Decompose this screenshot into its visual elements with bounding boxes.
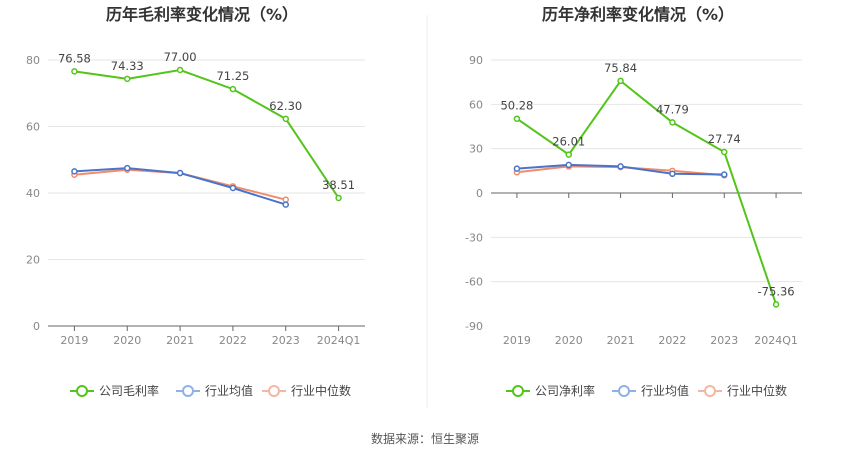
net-margin-industry-avg-point — [721, 171, 728, 178]
net-margin-chart-title: 历年净利率变化情况（%） — [542, 5, 734, 24]
net-margin-company-point — [617, 77, 624, 85]
net-margin-industry-avg-point — [513, 165, 521, 172]
gross-margin-industry-avg-point — [229, 184, 237, 192]
gross-margin-company-line — [74, 68, 340, 199]
gross-margin-data-label: 71.25 — [216, 69, 249, 83]
net-margin-x-tick-label: 2021 — [607, 334, 635, 347]
net-margin-legend-industry-avg-swatch-marker — [618, 385, 630, 397]
net-margin-company-point — [772, 301, 780, 308]
gross-margin-industry-avg-point — [176, 169, 184, 177]
gross-margin-company-point — [335, 194, 342, 202]
net-margin-data-label: 27.74 — [708, 132, 741, 146]
gross-margin-legend-industry-median-label: 行业中位数 — [291, 383, 351, 398]
gross-margin-x-tick-label: 2019 — [60, 334, 88, 347]
net-margin-y-tick-label: -60 — [465, 276, 483, 289]
net-margin-industry-avg-point — [565, 161, 572, 169]
net-margin-data-label: 26.01 — [552, 135, 585, 149]
net-margin-company-point — [669, 119, 676, 126]
net-margin-y-tick-label: 30 — [469, 143, 483, 156]
net-margin-x-tick-label: 2024Q1 — [754, 334, 798, 347]
gross-margin-industry-avg-point — [71, 168, 78, 175]
net-margin-industry-avg-point — [617, 163, 624, 170]
data-source-note: 数据来源：恒生聚源 — [371, 431, 479, 446]
net-margin-company-point — [721, 148, 728, 156]
gross-margin-x-tick-label: 2024Q1 — [317, 334, 361, 347]
gross-margin-x-tick-label: 2021 — [166, 334, 194, 347]
gross-margin-y-tick-label: 40 — [26, 187, 40, 200]
net-margin-company-point — [565, 151, 572, 158]
net-margin-data-label: 75.84 — [604, 61, 637, 75]
gross-margin-legend-company-swatch-marker — [76, 385, 88, 397]
gross-margin-data-label: 76.58 — [58, 51, 91, 65]
gross-margin-company-point — [124, 75, 131, 83]
gross-margin-x-tick-label: 2023 — [272, 334, 300, 347]
gross-margin-chart-title: 历年毛利率变化情况（%） — [106, 5, 298, 24]
net-margin-legend-industry-median-swatch-marker — [704, 385, 716, 397]
net-margin-legend: 公司净利率 行业均值 行业中位数 — [506, 383, 787, 398]
gross-margin-data-label: 62.30 — [269, 99, 302, 113]
net-margin-data-label: 47.79 — [656, 102, 689, 116]
gross-margin-legend-company-label: 公司毛利率 — [99, 383, 159, 398]
net-margin-x-tick-label: 2023 — [710, 334, 738, 347]
gross-margin-industry-avg-point — [124, 164, 131, 172]
net-margin-legend-industry-median-label: 行业中位数 — [727, 383, 787, 398]
net-margin-company-line — [516, 79, 778, 305]
net-margin-y-tick-label: 0 — [476, 187, 483, 200]
net-margin-x-tick-label: 2019 — [503, 334, 531, 347]
net-margin-legend-company-label: 公司净利率 — [535, 383, 595, 398]
net-margin-legend-industry-avg-label: 行业均值 — [641, 383, 689, 398]
gross-margin-y-tick-label: 60 — [26, 121, 40, 134]
gross-margin-industry-avg-point — [282, 201, 289, 208]
gross-margin-company-point — [176, 66, 184, 74]
net-margin-y-tick-label: -30 — [465, 231, 483, 244]
gross-margin-data-label: 77.00 — [164, 50, 197, 64]
net-margin-legend-company-swatch-marker — [512, 385, 524, 397]
gross-margin-company-point — [71, 68, 78, 75]
gross-margin-chart: 历年毛利率变化情况（%） 0 20 40 60 80 2019 2020 2021 2022 20… — [26, 5, 365, 398]
net-margin-y-tick-label: 90 — [469, 54, 483, 67]
gross-margin-y-tick-label: 80 — [26, 54, 40, 67]
gross-margin-legend-industry-avg-swatch-marker — [182, 385, 194, 397]
gross-margin-legend-industry-median-swatch-marker — [268, 385, 280, 397]
net-margin-x-tick-label: 2020 — [555, 334, 583, 347]
gross-margin-company-point — [229, 85, 237, 93]
gross-margin-company-point — [282, 115, 289, 123]
gross-margin-y-tick-label: 20 — [26, 254, 40, 267]
net-margin-chart: 历年净利率变化情况（%） -90 -60 -30 0 30 60 90 2019 2020 202… — [465, 5, 802, 398]
gross-margin-x-tick-label: 2020 — [113, 334, 141, 347]
net-margin-company-point — [513, 115, 521, 122]
gross-margin-legend: 公司毛利率 行业均值 行业中位数 — [70, 383, 351, 398]
net-margin-data-label: 50.28 — [500, 99, 533, 113]
gross-margin-data-label: 74.33 — [111, 59, 144, 73]
gross-margin-y-tick-label: 0 — [33, 320, 40, 333]
gross-margin-legend-industry-avg-label: 行业均值 — [205, 383, 253, 398]
net-margin-y-tick-label: 60 — [469, 98, 483, 111]
net-margin-data-label: -75.36 — [758, 284, 795, 298]
gross-margin-data-label: 38.51 — [322, 178, 355, 192]
net-margin-x-tick-label: 2022 — [658, 334, 686, 347]
net-margin-y-tick-label: -90 — [465, 320, 483, 333]
net-margin-industry-avg-point — [669, 170, 676, 178]
gross-margin-x-tick-label: 2022 — [219, 334, 247, 347]
